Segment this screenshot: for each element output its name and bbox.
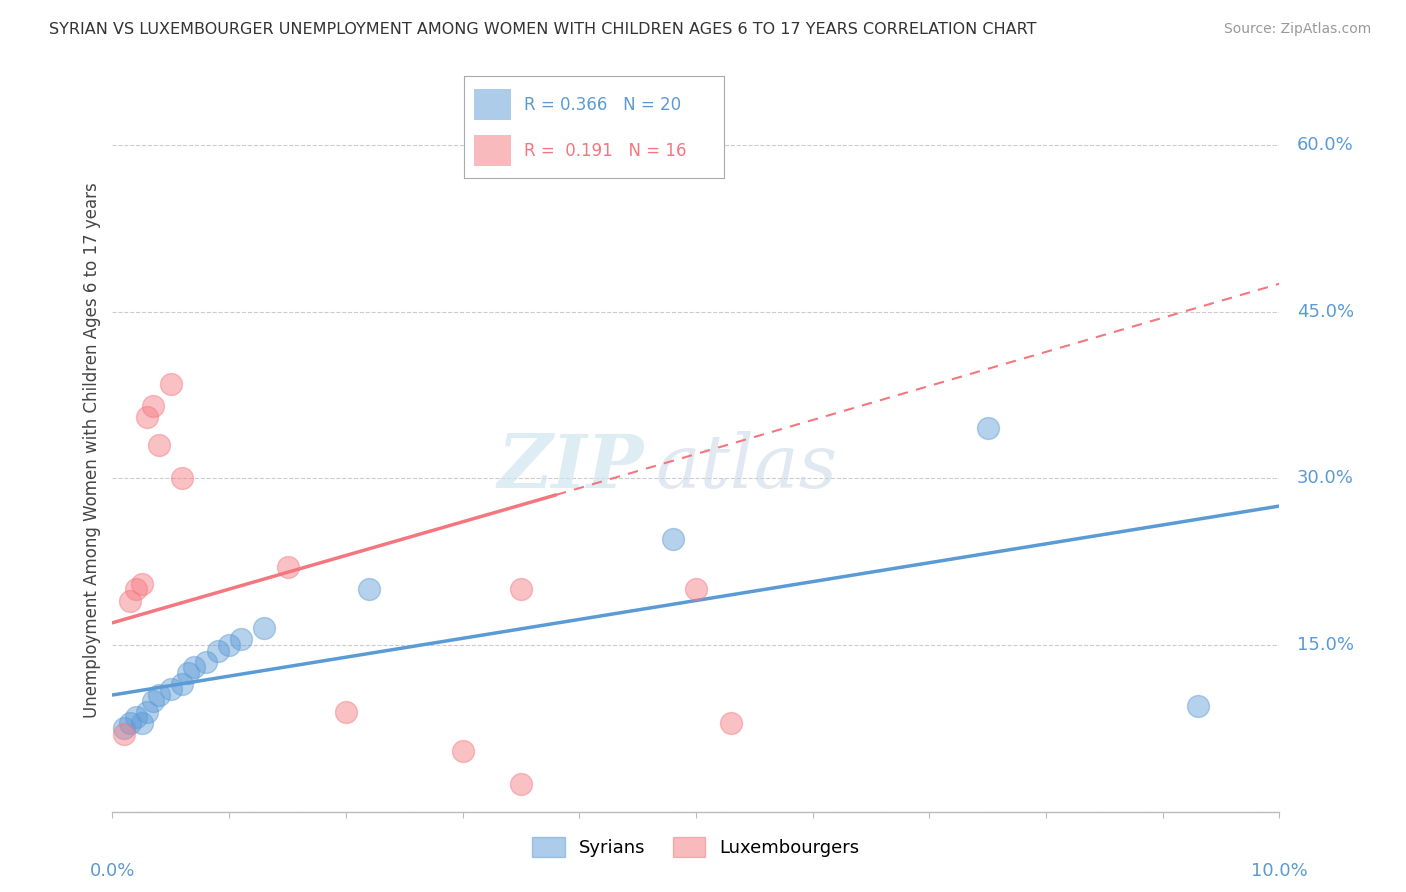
Point bbox=[125, 710, 148, 724]
Point bbox=[207, 643, 229, 657]
Legend: Syrians, Luxembourgers: Syrians, Luxembourgers bbox=[524, 830, 868, 864]
Point bbox=[194, 655, 217, 669]
Y-axis label: Unemployment Among Women with Children Ages 6 to 17 years: Unemployment Among Women with Children A… bbox=[83, 183, 101, 718]
Point bbox=[685, 582, 707, 597]
Point bbox=[160, 376, 183, 391]
Point bbox=[720, 715, 742, 730]
Point bbox=[1187, 699, 1209, 714]
Point bbox=[172, 471, 194, 485]
Point bbox=[451, 743, 474, 757]
Point bbox=[142, 399, 165, 413]
Point bbox=[661, 533, 683, 547]
Point bbox=[335, 705, 357, 719]
Point bbox=[148, 688, 170, 702]
Point bbox=[509, 582, 531, 597]
Text: R =  0.191   N = 16: R = 0.191 N = 16 bbox=[524, 142, 686, 160]
Point bbox=[131, 715, 153, 730]
Point bbox=[148, 438, 170, 452]
Point bbox=[253, 621, 276, 635]
Point bbox=[136, 410, 159, 425]
Text: 30.0%: 30.0% bbox=[1296, 469, 1354, 487]
Text: 60.0%: 60.0% bbox=[1296, 136, 1354, 153]
Point bbox=[277, 560, 299, 574]
Text: Source: ZipAtlas.com: Source: ZipAtlas.com bbox=[1223, 22, 1371, 37]
Point bbox=[112, 727, 135, 741]
Point bbox=[131, 577, 153, 591]
Point bbox=[118, 593, 141, 607]
Point bbox=[359, 582, 381, 597]
Text: 0.0%: 0.0% bbox=[90, 862, 135, 880]
Text: R = 0.366   N = 20: R = 0.366 N = 20 bbox=[524, 95, 681, 113]
Point bbox=[118, 715, 141, 730]
Text: ZIP: ZIP bbox=[498, 431, 644, 503]
Point bbox=[229, 632, 252, 647]
Point bbox=[125, 582, 148, 597]
Point bbox=[218, 638, 240, 652]
Point bbox=[177, 665, 200, 680]
Text: 10.0%: 10.0% bbox=[1251, 862, 1308, 880]
Point bbox=[172, 677, 194, 691]
Point bbox=[509, 777, 531, 791]
Point bbox=[160, 682, 183, 697]
Point bbox=[112, 722, 135, 736]
Text: 15.0%: 15.0% bbox=[1296, 636, 1354, 654]
Text: 45.0%: 45.0% bbox=[1296, 302, 1354, 320]
Point bbox=[183, 660, 205, 674]
Point bbox=[136, 705, 159, 719]
Text: SYRIAN VS LUXEMBOURGER UNEMPLOYMENT AMONG WOMEN WITH CHILDREN AGES 6 TO 17 YEARS: SYRIAN VS LUXEMBOURGER UNEMPLOYMENT AMON… bbox=[49, 22, 1036, 37]
Point bbox=[976, 421, 998, 435]
Bar bbox=[474, 89, 510, 120]
Point bbox=[142, 693, 165, 707]
Bar bbox=[474, 136, 510, 166]
Text: atlas: atlas bbox=[655, 431, 837, 503]
